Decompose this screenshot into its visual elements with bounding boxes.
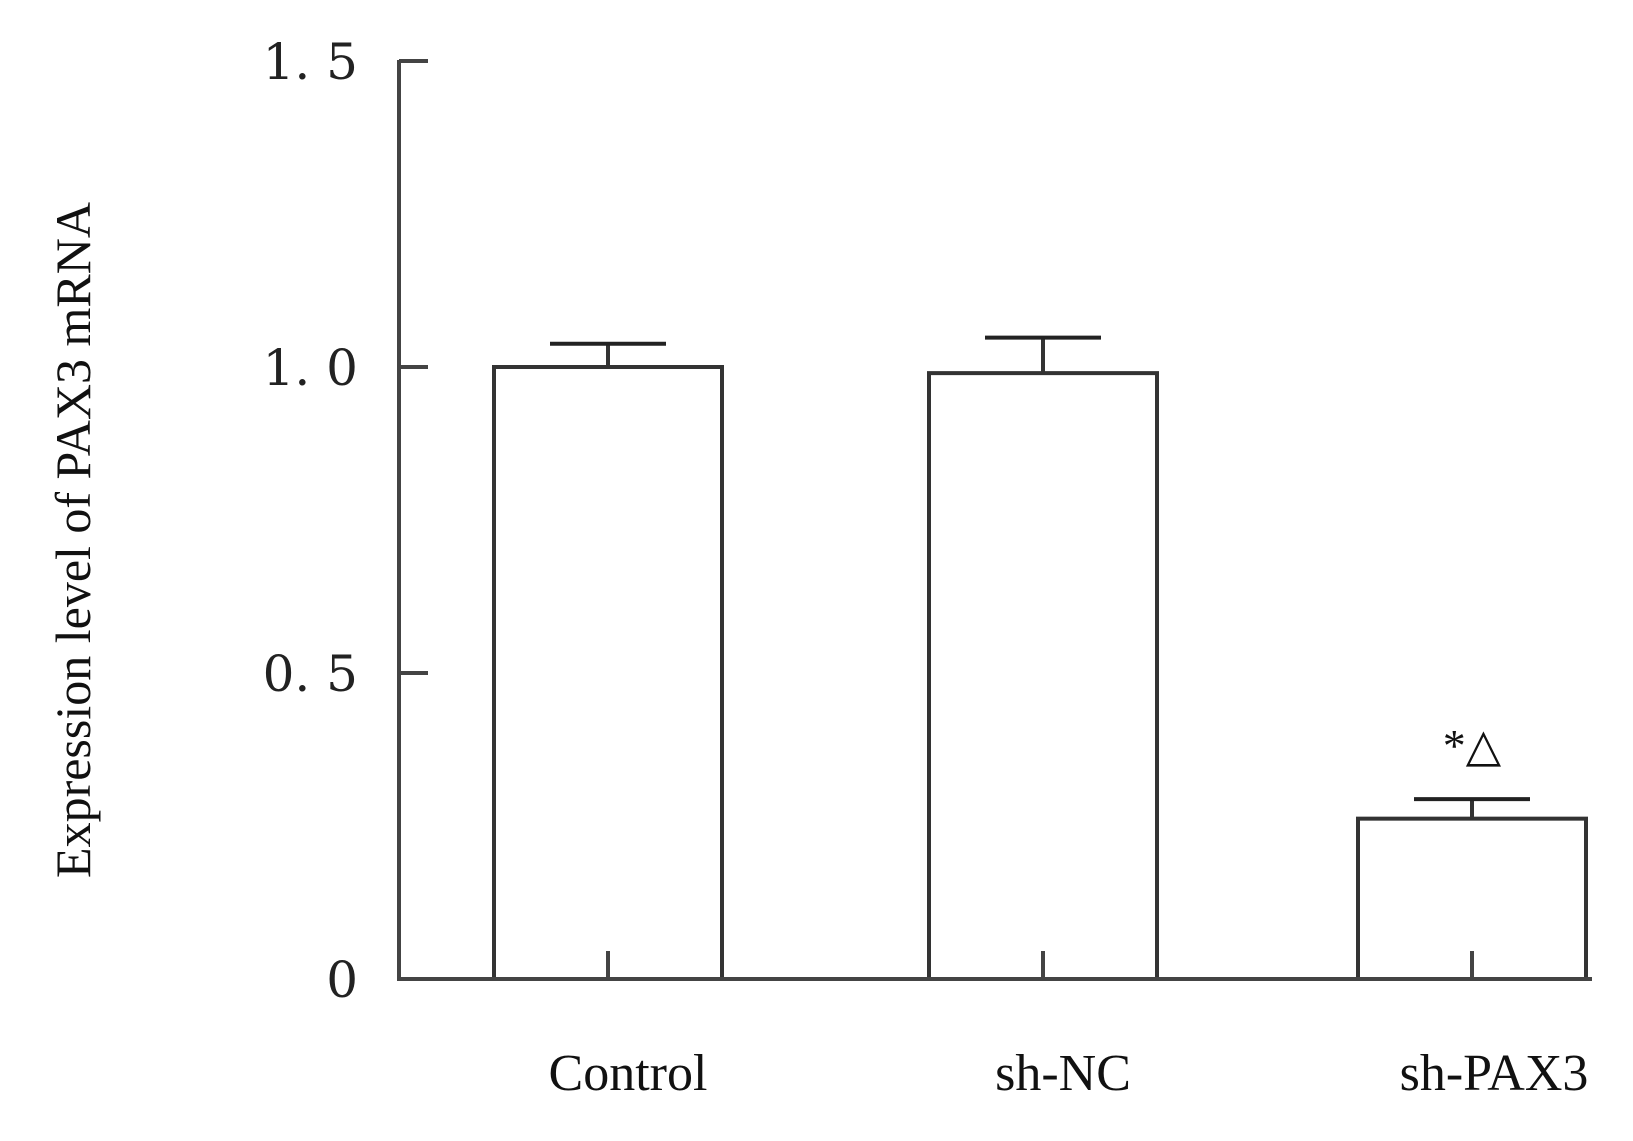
y-tick-label: 0. 5 [263,645,358,703]
y-tick-label: 0 [326,951,358,1009]
x-tick-label: Control [549,1045,708,1102]
y-tick-label: 1. 0 [263,339,358,397]
bar-sh-NC [927,371,1159,981]
significance-annotation: *△ [1443,720,1502,771]
x-tick-label: sh-NC [995,1045,1131,1102]
y-tick-label: 1. 5 [263,33,358,91]
x-tick-label: sh-PAX3 [1400,1045,1589,1102]
bar-Control [492,365,724,981]
y-axis-label: Expression level of PAX3 mRNA [45,202,101,878]
